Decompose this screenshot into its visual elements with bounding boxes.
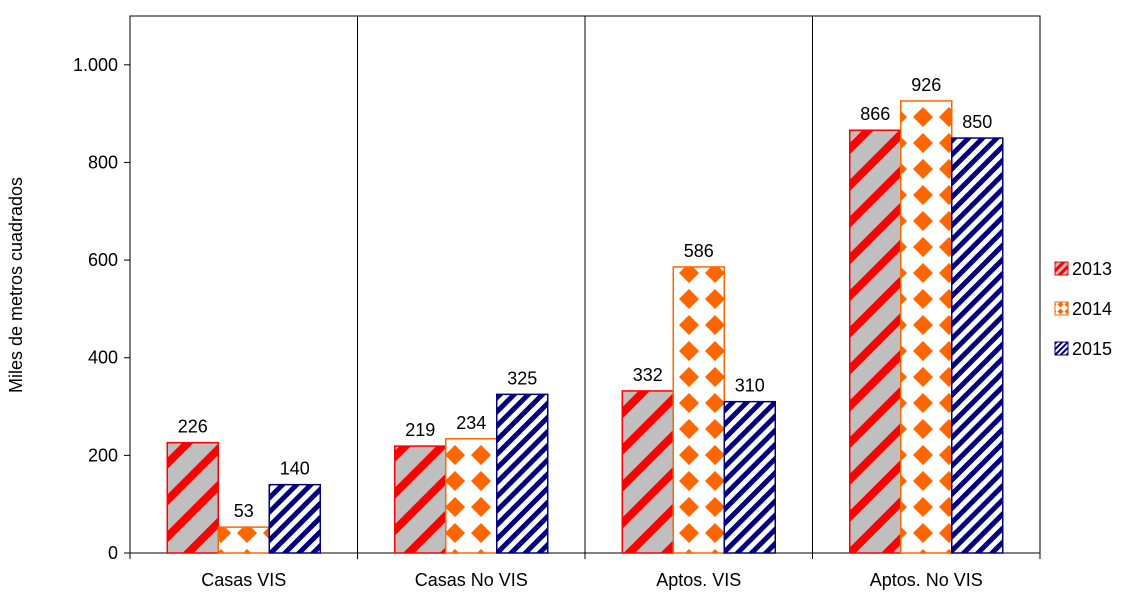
data-label: 850 [962,112,992,132]
bar-2015 [951,137,1004,554]
data-label: 234 [456,413,486,433]
data-label: 325 [507,368,537,388]
bar-2015 [723,400,776,554]
legend-item-2014: 2014 [1054,299,1112,319]
y-tick-label: 200 [88,445,118,465]
bar-2013 [621,390,674,554]
legend-swatch [1054,261,1069,276]
data-label: 310 [735,376,765,396]
bars [166,100,1004,554]
legend-item-2013: 2013 [1054,259,1112,279]
group-separators [357,16,813,553]
y-tick-label: 1.000 [73,55,118,75]
legend-label: 2013 [1072,259,1112,279]
y-tick-label: 0 [108,543,118,563]
bar-2014 [445,438,498,554]
bar-2014 [217,526,270,554]
bar-2014 [672,266,725,554]
bar-2015 [268,483,321,554]
data-label: 219 [405,420,435,440]
x-tick-label: Aptos. VIS [656,570,741,590]
data-label: 226 [178,417,208,437]
y-axis: 0 200 400 600 800 1.000 [73,55,130,563]
bar-2015 [496,393,549,554]
legend-item-2015: 2015 [1054,339,1112,359]
legend-swatch [1054,301,1069,316]
x-tick-label: Casas VIS [201,570,286,590]
y-axis-title: Miles de metros cuadrados [6,177,26,393]
data-label: 926 [911,75,941,95]
legend-label: 2015 [1072,339,1112,359]
data-labels: 226 219 332 866 53 234 586 926 140 325 310 850 [178,75,993,521]
data-label: 140 [280,459,310,479]
bar-2013 [849,129,902,554]
legend: 2013 2014 2015 [1054,259,1112,359]
bar-2013 [394,445,447,554]
data-label: 866 [860,104,890,124]
x-tick-label: Casas No VIS [415,570,528,590]
y-tick-label: 600 [88,250,118,270]
y-tick-label: 400 [88,348,118,368]
x-axis: Casas VIS Casas No VIS Aptos. VIS Aptos. No… [129,553,1041,590]
data-label: 53 [234,501,254,521]
bar-2014 [900,100,953,554]
x-tick-label: Aptos. No VIS [870,570,983,590]
legend-label: 2014 [1072,299,1112,319]
bar-2013 [166,441,219,554]
y-tick-label: 800 [88,152,118,172]
data-label: 332 [633,365,663,385]
legend-swatch [1054,341,1069,356]
data-label: 586 [684,241,714,261]
